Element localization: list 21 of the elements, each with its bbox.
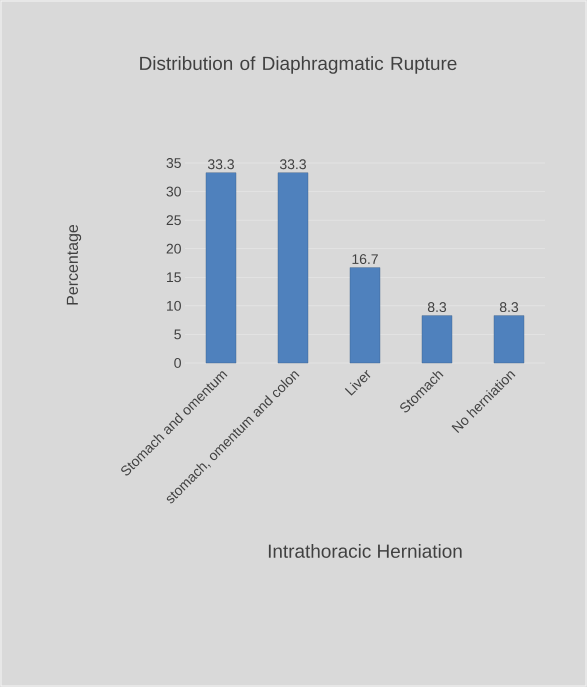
chart-title: Distribution of Diaphragmatic Rupture	[140, 56, 456, 74]
bar	[278, 172, 308, 364]
data-label: 33.3	[208, 159, 234, 170]
data-label: 33.3	[280, 159, 306, 170]
y-tick-label: 20	[166, 244, 181, 254]
y-axis-title: Percentage	[66, 224, 82, 304]
y-tick-label: 30	[166, 186, 181, 197]
y-tick-label: 10	[167, 300, 181, 311]
data-label: 16.7	[352, 254, 378, 264]
y-tick-label: 35	[166, 158, 181, 168]
data-label: 8.3	[500, 302, 518, 312]
y-tick-label: 0	[174, 358, 181, 368]
y-tick-label: 15	[167, 272, 181, 282]
bar	[350, 267, 380, 364]
y-tick-label: 25	[166, 215, 181, 226]
bar	[422, 315, 452, 364]
y-tick-label: 5	[174, 330, 181, 340]
x-axis-title: Intrathoracic Herniation	[268, 544, 462, 558]
bar	[494, 315, 524, 364]
data-label: 8.3	[428, 302, 446, 312]
bar	[206, 172, 236, 364]
